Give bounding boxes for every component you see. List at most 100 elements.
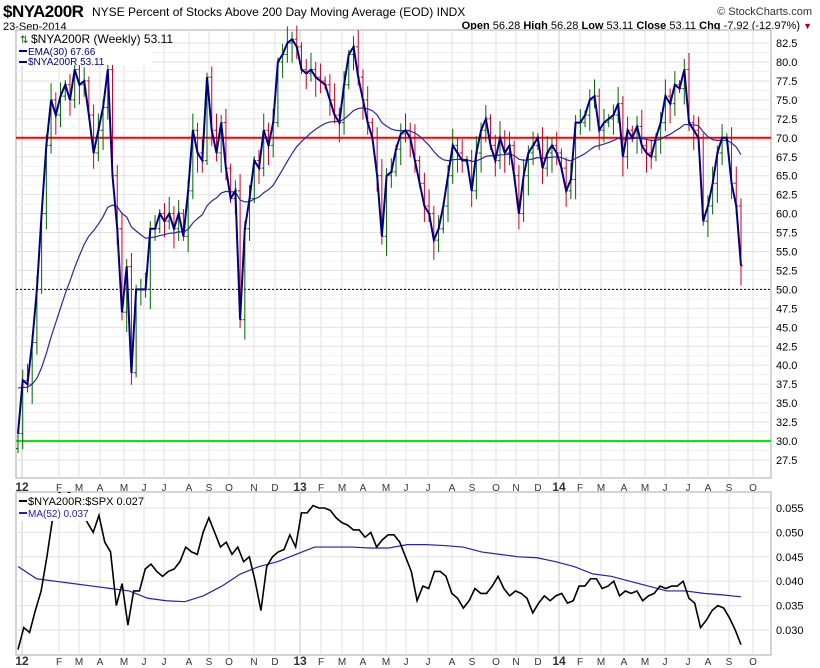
x-tick-label: S <box>726 483 733 494</box>
y-tick-label: 80.0 <box>776 57 797 69</box>
x-tick-label: F <box>318 657 324 668</box>
close-label: Close <box>636 20 667 32</box>
ratio-panel <box>15 491 772 656</box>
x-tick-label: A <box>449 483 456 494</box>
x-tick-label: D <box>271 483 278 494</box>
low-label: Low <box>581 20 604 32</box>
x-tick-label: F <box>577 657 583 668</box>
x-tick-label: M <box>75 657 83 668</box>
x-tick-label: M <box>75 483 83 494</box>
legend-ratio: $NYA200R:$SPX 0.027 <box>28 496 144 508</box>
x-tick-label: S <box>206 657 213 668</box>
x-tick-label: A <box>449 657 456 668</box>
brand-watermark[interactable]: © StockCharts.com <box>717 6 812 18</box>
y-tick-label: 35.0 <box>776 398 797 410</box>
y-tick-label: 65.0 <box>776 171 797 183</box>
ohlc-summary: Open 56.28 High 56.28 Low 53.11 Close 53… <box>462 20 812 32</box>
x-tick-label: J <box>162 657 167 668</box>
y-tick-label: 0.035 <box>776 601 804 613</box>
x-tick-label: A <box>97 657 104 668</box>
y-tick-label: 50.0 <box>776 284 797 296</box>
y-tick-label: 0.040 <box>776 576 804 588</box>
y-tick-label: 37.5 <box>776 379 797 391</box>
y-tick-label: 67.5 <box>776 152 797 164</box>
x-tick-label: F <box>56 483 62 494</box>
x-tick-label: 14 <box>552 480 566 494</box>
y-tick-label: 72.5 <box>776 114 797 126</box>
y-tick-label: 55.0 <box>776 247 797 259</box>
x-tick-label: O <box>492 483 500 494</box>
x-tick-label: F <box>318 483 324 494</box>
y-tick-label: 45.0 <box>776 322 797 334</box>
open-value: 56.28 <box>492 20 521 32</box>
x-tick-label: 14 <box>552 654 566 668</box>
x-tick-label: S <box>206 483 213 494</box>
x-tick-label: A <box>621 483 628 494</box>
x-tick-label: J <box>142 657 147 668</box>
x-tick-label: 13 <box>293 480 307 494</box>
x-tick-label: J <box>663 657 668 668</box>
y-tick-label: 57.5 <box>776 228 797 240</box>
x-tick-label: A <box>186 657 193 668</box>
ma-52-line <box>17 543 742 603</box>
y-tick-label: 52.5 <box>776 265 797 277</box>
x-tick-label: O <box>749 657 757 668</box>
x-tick-label: A <box>360 483 367 494</box>
x-tick-label: M <box>338 483 346 494</box>
x-tick-label: O <box>225 483 233 494</box>
x-tick-label: N <box>250 483 257 494</box>
y-tick-label: 60.0 <box>776 209 797 221</box>
x-tick-label: N <box>512 657 519 668</box>
x-tick-label: J <box>686 657 691 668</box>
y-tick-label: 47.5 <box>776 303 797 315</box>
x-tick-label: 12 <box>15 480 29 494</box>
legend-close: $NYA200R 53.11 <box>28 57 105 68</box>
y-tick-label: 42.5 <box>776 341 797 353</box>
x-tick-label: A <box>705 657 712 668</box>
y-tick-label: 0.045 <box>776 552 804 564</box>
y-tick-label: 40.0 <box>776 360 797 372</box>
ohlc-legend-icon: ⇅ <box>20 35 28 46</box>
y-tick-label: 0.050 <box>776 527 804 539</box>
x-tick-label: N <box>512 483 519 494</box>
x-tick-label: D <box>534 657 541 668</box>
price-close-line <box>17 37 742 434</box>
x-tick-label: O <box>749 483 757 494</box>
x-tick-label: D <box>271 657 278 668</box>
x-tick-label: M <box>597 483 605 494</box>
x-tick-label: F <box>577 483 583 494</box>
x-tick-label: F <box>56 657 62 668</box>
high-value: 56.28 <box>550 20 579 32</box>
x-tick-label: M <box>120 483 128 494</box>
y-tick-label: 82.5 <box>776 38 797 50</box>
price-panel <box>15 29 772 479</box>
legend-bg <box>17 493 95 521</box>
x-tick-label: S <box>726 657 733 668</box>
x-tick-label: M <box>641 657 649 668</box>
y-tick-label: 27.5 <box>776 455 797 467</box>
symbol-description: NYSE Percent of Stocks Above 200 Day Mov… <box>92 5 466 19</box>
y-tick-label: 30.0 <box>776 436 797 448</box>
x-tick-label: A <box>621 657 628 668</box>
y-tick-label: 75.0 <box>776 95 797 107</box>
x-tick-label: D <box>534 483 541 494</box>
open-label: Open <box>461 20 490 32</box>
legend-ema: EMA(30) 67.66 <box>28 47 96 58</box>
x-tick-label: A <box>705 483 712 494</box>
x-tick-label: M <box>120 657 128 668</box>
x-tick-label: J <box>426 657 431 668</box>
x-tick-label: J <box>142 483 147 494</box>
x-tick-label: 13 <box>293 654 307 668</box>
symbol-title: $NYA200R <box>3 2 84 21</box>
y-tick-label: 0.055 <box>776 503 804 515</box>
x-tick-label: A <box>97 483 104 494</box>
close-value: 53.11 <box>669 20 697 32</box>
chg-value: -7.92 (-12.97%) <box>723 20 801 32</box>
x-tick-label: M <box>382 483 390 494</box>
legend-bg <box>17 31 152 65</box>
x-tick-label: J <box>162 483 167 494</box>
x-tick-label: M <box>641 483 649 494</box>
x-tick-label: S <box>469 657 476 668</box>
